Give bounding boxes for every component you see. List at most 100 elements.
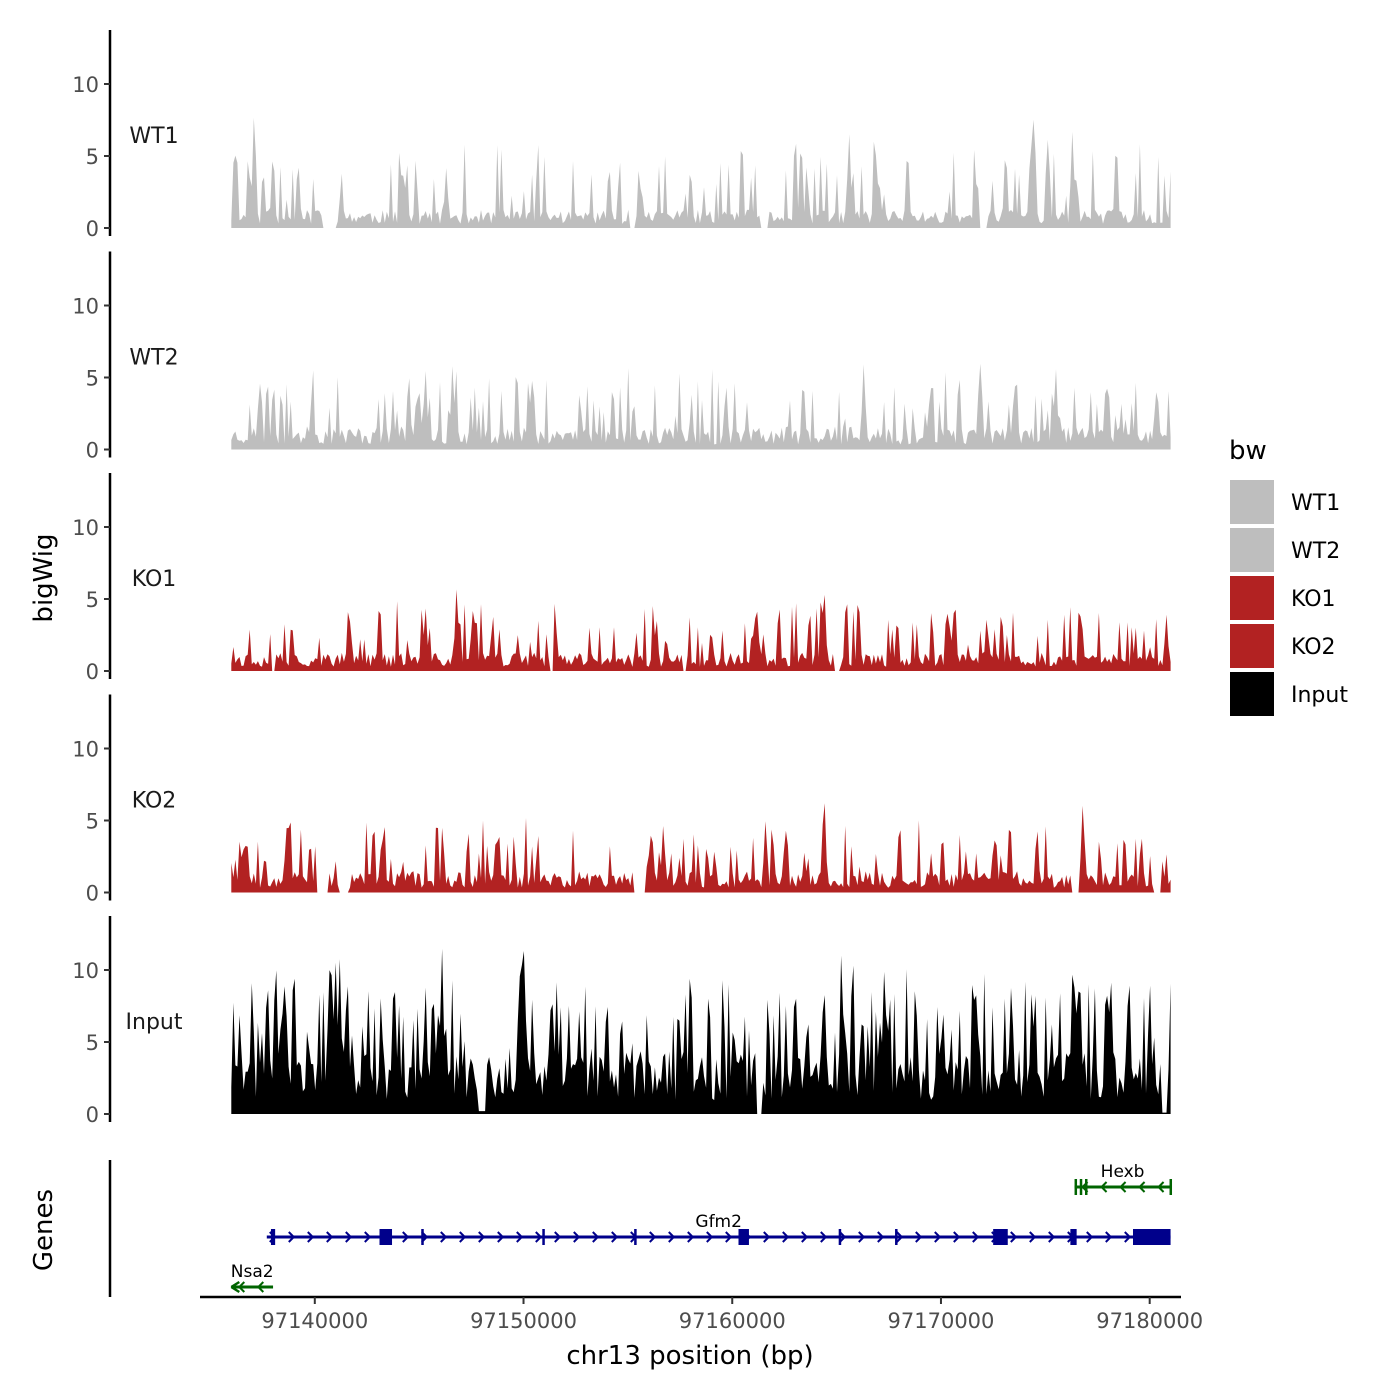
y-tick-label: 0 <box>86 660 99 684</box>
strand-chevron <box>459 1231 467 1243</box>
strand-chevron <box>1124 1231 1132 1243</box>
y-tick-label: 5 <box>86 588 99 612</box>
track-input: 0 5 10 Input <box>72 916 1171 1127</box>
strand-chevron <box>687 1231 695 1243</box>
legend-label-wt1: WT1 <box>1291 491 1340 516</box>
track-ko1: 0 5 10 KO1 <box>72 473 1171 684</box>
strand-chevron <box>1157 1181 1165 1193</box>
strand-chevron <box>953 1231 961 1243</box>
strand-chevron <box>345 1231 353 1243</box>
exon <box>838 1229 842 1245</box>
legend-label-wt2: WT2 <box>1291 539 1340 564</box>
exon <box>379 1229 393 1245</box>
strand-chevron <box>972 1231 980 1243</box>
strand-chevron <box>1138 1181 1146 1193</box>
strand-chevron <box>649 1231 657 1243</box>
track-label-ko2: KO2 <box>132 789 177 814</box>
track-panels: 0 5 10 WT1 0 5 10 WT2 0 5 10 KO1 0 5 10 KO2 0 5 10 Input <box>72 30 1171 1127</box>
exon <box>1074 1179 1078 1195</box>
gene-gfm2: Gfm2 <box>266 1212 1171 1245</box>
exon <box>1070 1229 1077 1245</box>
strand-chevron <box>706 1231 714 1243</box>
exon <box>1169 1179 1173 1195</box>
track-label-wt2: WT2 <box>129 346 178 371</box>
y-tick-label: 0 <box>86 439 99 463</box>
x-tick-label: 97150000 <box>470 1309 577 1333</box>
strand-chevron <box>364 1231 372 1243</box>
legend-title: bw <box>1229 436 1267 466</box>
y-tick-label: 10 <box>72 295 99 319</box>
strand-chevron <box>516 1231 524 1243</box>
y-axis-title: bigWig <box>29 533 59 622</box>
strand-chevron <box>915 1231 923 1243</box>
y-tick-label: 0 <box>86 217 99 241</box>
legend-label-ko1: KO1 <box>1291 587 1336 612</box>
strand-chevron <box>237 1281 246 1293</box>
strand-chevron <box>1100 1181 1108 1193</box>
strand-chevron <box>1029 1231 1037 1243</box>
exon <box>1132 1229 1171 1245</box>
y-tick-label: 10 <box>72 959 99 983</box>
x-axis: 97140000 97150000 97160000 97170000 97180000 <box>200 1295 1203 1333</box>
track-label-wt1: WT1 <box>129 124 178 149</box>
gene-nsa2: Nsa2 <box>230 1262 274 1294</box>
strand-chevron <box>668 1231 676 1243</box>
strand-chevron <box>934 1231 942 1243</box>
strand-chevron <box>858 1231 866 1243</box>
track-wt2: 0 5 10 WT2 <box>72 251 1171 463</box>
legend-swatch-ko1 <box>1230 576 1274 620</box>
strand-chevron <box>402 1231 410 1243</box>
strand-chevron <box>725 1231 733 1243</box>
y-tick-label: 10 <box>72 738 99 762</box>
y-tick-label: 5 <box>86 145 99 169</box>
exon <box>993 1229 1008 1245</box>
exon <box>895 1229 898 1245</box>
strand-chevron <box>763 1231 771 1243</box>
track-ko2: 0 5 10 KO2 <box>72 694 1171 906</box>
strand-arrowhead <box>230 1280 240 1294</box>
track-label-ko1: KO1 <box>132 567 177 592</box>
strand-chevron <box>1010 1231 1018 1243</box>
y-tick-label: 5 <box>86 1031 99 1055</box>
strand-chevron <box>877 1231 885 1243</box>
strand-chevron <box>307 1231 315 1243</box>
gene-hexb: Hexb <box>1074 1162 1173 1195</box>
legend-label-ko2: KO2 <box>1291 635 1336 660</box>
strand-chevron <box>592 1231 600 1243</box>
strand-chevron <box>535 1231 543 1243</box>
exon <box>542 1229 545 1245</box>
signal-area-ko2 <box>231 803 1171 893</box>
x-tick-label: 97140000 <box>261 1309 368 1333</box>
track-wt1: 0 5 10 WT1 <box>72 30 1171 241</box>
gene-label: Hexb <box>1101 1162 1145 1182</box>
gene-panel: Gfm2 Hexb Nsa2 <box>108 1160 1173 1297</box>
x-tick-label: 97160000 <box>679 1309 786 1333</box>
exon <box>1084 1179 1088 1195</box>
strand-chevron <box>1105 1231 1113 1243</box>
track-label-input: Input <box>126 1010 183 1035</box>
signal-area-ko1 <box>231 589 1171 671</box>
exon <box>634 1229 637 1245</box>
y-tick-label: 5 <box>86 367 99 391</box>
strand-chevron <box>782 1231 790 1243</box>
strand-chevron <box>896 1231 904 1243</box>
strand-chevron <box>440 1231 448 1243</box>
x-tick-label: 97180000 <box>1096 1309 1203 1333</box>
strand-chevron <box>554 1231 562 1243</box>
legend: bw WT1 WT2 KO1 KO2 Input <box>1229 436 1348 716</box>
strand-chevron <box>611 1231 619 1243</box>
gene-label: Gfm2 <box>695 1212 742 1232</box>
y-tick-label: 0 <box>86 882 99 906</box>
y-tick-label: 10 <box>72 73 99 97</box>
exon <box>1079 1179 1083 1195</box>
strand-chevron <box>820 1231 828 1243</box>
y-tick-label: 5 <box>86 810 99 834</box>
gene-label: Nsa2 <box>231 1262 274 1282</box>
exon <box>270 1229 276 1245</box>
x-tick-label: 97170000 <box>888 1309 995 1333</box>
legend-swatch-input <box>1230 672 1274 716</box>
strand-chevron <box>326 1231 334 1243</box>
y-tick-label: 10 <box>72 516 99 540</box>
strand-chevron <box>497 1231 505 1243</box>
